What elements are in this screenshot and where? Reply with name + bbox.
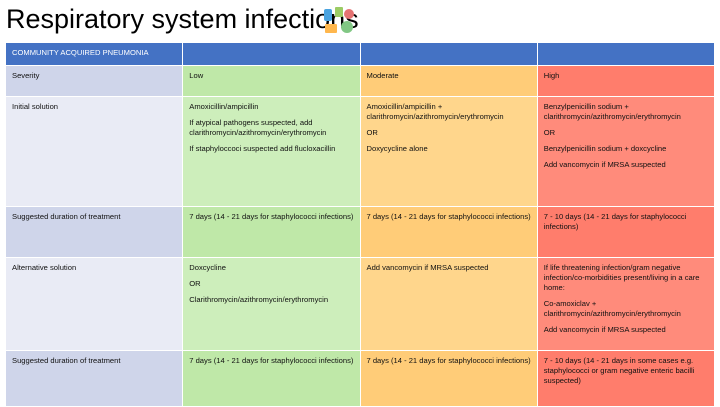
table-cell: 7 - 10 days (14 - 21 days for staphyloco… — [536, 206, 716, 258]
cell-text: 7 days (14 - 21 days for staphylococci i… — [189, 212, 354, 221]
table-cell: 7 days (14 - 21 days for staphylococci i… — [182, 206, 361, 258]
cell-text: If staphyloccoci suspected add flucloxac… — [189, 144, 336, 153]
cell-text: Add vancomycin if MRSA suspected — [543, 325, 666, 334]
cell-text: Doxcycline — [189, 263, 226, 272]
table-cell: Suggested duration of treatment — [4, 350, 184, 407]
cell-text: High — [543, 71, 560, 80]
cell-text: 7 days (14 - 21 days for staphylococci i… — [366, 356, 531, 365]
cell-text: Benzylpenicillin sodium + clarithromycin… — [543, 102, 681, 121]
table-cell: Doxcycline OR Clarithromycin/azithromycin/… — [182, 257, 361, 351]
pneumonia-table: COMMUNITY ACQUIRED PNEUMONIA Severity Low M… — [4, 42, 716, 407]
table-cell: Suggested duration of treatment — [4, 206, 184, 258]
cell-text: Add vancomycin if MRSA suspected — [366, 263, 489, 272]
cell-text: Clarithromycin/azithromycin/erythromycin — [189, 295, 329, 304]
cell-text: 7 - 10 days (14 - 21 days in some cases … — [543, 356, 695, 385]
cell-text: 7 days (14 - 21 days for staphylococci i… — [189, 356, 354, 365]
cell-text: Initial solution — [12, 102, 59, 111]
table-cell: Amoxicillin/ampicillin + clarithromycin/… — [359, 96, 538, 207]
table-cell: Low — [182, 65, 361, 97]
header-cell — [536, 42, 716, 66]
cell-text: Benzylpenicillin sodium + doxcycline — [543, 144, 667, 153]
cell-text: Suggested duration of treatment — [12, 212, 121, 221]
table-cell: 7 - 10 days (14 - 21 days in some cases … — [536, 350, 716, 407]
table-cell: 7 days (14 - 21 days for staphylococci i… — [182, 350, 361, 407]
header-row: COMMUNITY ACQUIRED PNEUMONIA — [4, 42, 716, 66]
cell-text: Co-amoxiclav + clarithromycin/azithromyc… — [543, 299, 681, 318]
cell-text: If atypical pathogens suspected, add cla… — [189, 118, 327, 137]
table-cell: 7 days (14 - 21 days for staphylococci i… — [359, 206, 538, 258]
slide-title: Respiratory system infections — [6, 4, 359, 34]
table-cell: High — [536, 65, 716, 97]
cell-text: If life threatening infection/gram negat… — [543, 263, 700, 292]
cell-text: 7 - 10 days (14 - 21 days for staphyloco… — [543, 212, 687, 231]
table-row: Alternative solution Doxcycline OR Clarithr… — [4, 257, 716, 351]
cell-text: Add vancomycin if MRSA suspected — [543, 160, 666, 169]
cell-text: Amoxicillin/ampicillin — [189, 102, 259, 111]
table-row: Suggested duration of treatment 7 days (1… — [4, 350, 716, 407]
title-icon — [324, 7, 354, 33]
table-row: Initial solution Amoxicillin/ampicillin If… — [4, 96, 716, 207]
cell-text: Alternative solution — [12, 263, 77, 272]
cell-text: 7 days (14 - 21 days for staphylococci i… — [366, 212, 531, 221]
table-row: Suggested duration of treatment 7 days (1… — [4, 206, 716, 258]
table-cell: Benzylpenicillin sodium + clarithromycin… — [536, 96, 716, 207]
cell-text: Doxycycline alone — [366, 144, 428, 153]
table-cell: Amoxicillin/ampicillin If atypical pathog… — [182, 96, 361, 207]
header-cell: COMMUNITY ACQUIRED PNEUMONIA — [4, 42, 184, 66]
cell-text: Suggested duration of treatment — [12, 356, 121, 365]
cell-text: OR — [366, 128, 378, 137]
cell-text: OR — [543, 128, 556, 137]
cell-text: Moderate — [366, 71, 399, 80]
table-cell: Alternative solution — [4, 257, 184, 351]
cell-text: OR — [189, 279, 201, 288]
table-cell: Initial solution — [4, 96, 184, 207]
table-cell: If life threatening infection/gram negat… — [536, 257, 716, 351]
table-row: Severity Low Moderate High — [4, 65, 716, 97]
cell-text: Low — [189, 71, 204, 80]
table-cell: Severity — [4, 65, 184, 97]
cell-text: Amoxicillin/ampicillin + clarithromycin/… — [366, 102, 504, 121]
header-cell — [182, 42, 361, 66]
table-cell: Moderate — [359, 65, 538, 97]
header-cell — [359, 42, 538, 66]
table-cell: 7 days (14 - 21 days for staphylococci i… — [359, 350, 538, 407]
cell-text: Severity — [12, 71, 40, 80]
table-cell: Add vancomycin if MRSA suspected — [359, 257, 538, 351]
